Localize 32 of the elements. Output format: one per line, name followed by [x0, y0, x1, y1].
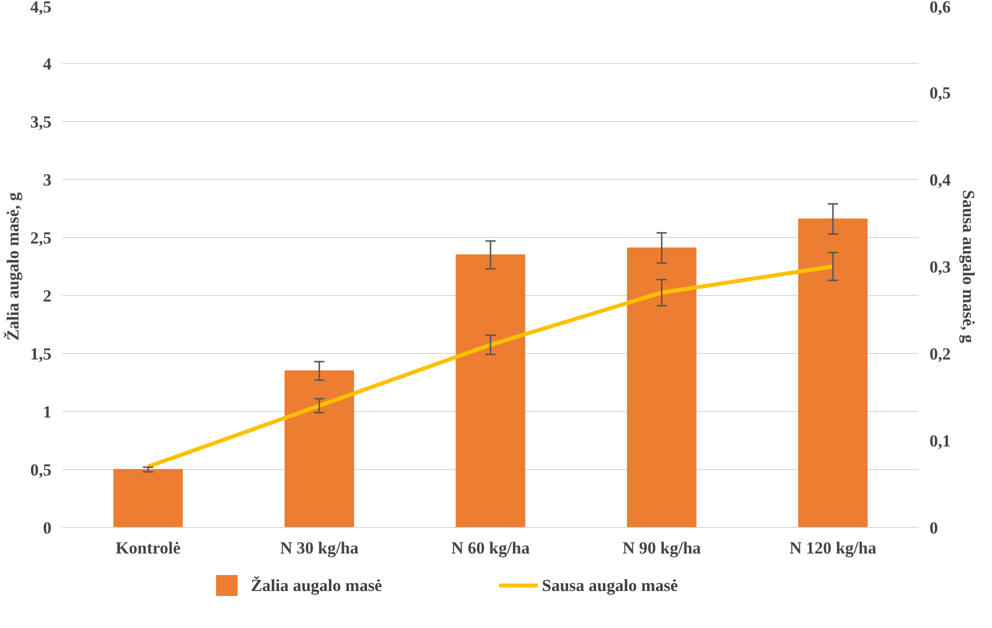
bar: [113, 469, 183, 528]
y-axis-title: Žalia augalo masė, g: [3, 192, 22, 341]
y-tick-label: 3: [43, 170, 52, 190]
x-tick-label: N 60 kg/ha: [451, 538, 530, 558]
y2-axis-title: Sausa augalo masė, g: [958, 190, 978, 344]
y-tick-label: 0,5: [30, 460, 52, 480]
y2-tick-label: 0,3: [930, 258, 951, 276]
y2-tick-label: 0,4: [930, 170, 952, 190]
y2-tick-label: 0: [930, 518, 938, 538]
bar: [284, 370, 354, 528]
y-tick-label: 1,5: [30, 344, 52, 364]
legend-label: Sausa augalo masė: [542, 576, 678, 595]
y-tick-label: 4: [43, 54, 52, 74]
x-tick-label: N 30 kg/ha: [280, 538, 360, 558]
y2-tick-label: 0,5: [930, 84, 951, 102]
y-tick-label: 1: [43, 402, 52, 422]
line-series: [146, 264, 835, 469]
legend-label: Žalia augalo masė: [250, 576, 383, 595]
y-tick-label: 3,5: [30, 112, 52, 132]
y-tick-label: 2,5: [30, 228, 52, 248]
bar: [456, 254, 526, 528]
x-tick-label: N 90 kg/ha: [622, 538, 702, 558]
x-tick-label: Kontrolė: [116, 538, 181, 558]
bar: [798, 218, 868, 528]
y-tick-label: 0: [43, 518, 52, 538]
y2-tick-label: 0,2: [930, 344, 951, 364]
y2-tick-label: 0,1: [930, 432, 951, 450]
bar: [626, 247, 696, 528]
y2-tick-label: 0,6: [930, 0, 951, 16]
y-tick-label: 2: [43, 286, 52, 306]
y-tick-label: 4,5: [30, 0, 52, 16]
x-tick-label: N 120 kg/ha: [789, 538, 877, 558]
